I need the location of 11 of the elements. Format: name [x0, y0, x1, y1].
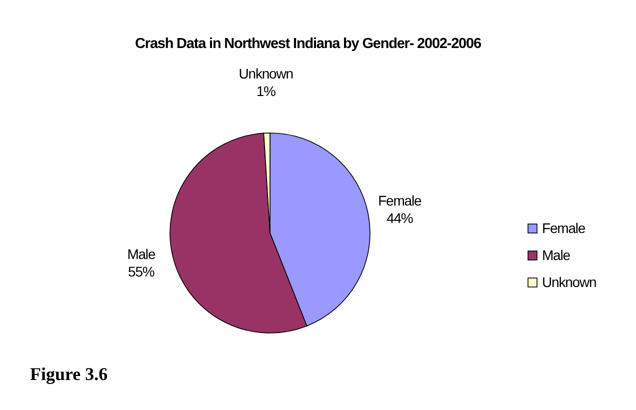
- slice-label: Male: [127, 246, 156, 262]
- slice-label: Female: [378, 192, 422, 208]
- chart-title: Crash Data in Northwest Indiana by Gender- 2002-2006: [135, 36, 482, 52]
- data-label: 44%: [386, 210, 413, 226]
- legend-label: Female: [542, 220, 586, 236]
- slice-label: Unknown: [238, 65, 293, 82]
- legend-label: Male: [542, 247, 571, 263]
- data-label: 55%: [128, 263, 154, 280]
- data-label: 1%: [256, 82, 276, 99]
- caption: Figure 3.6: [30, 364, 108, 384]
- legend-label: Unknown: [542, 274, 596, 290]
